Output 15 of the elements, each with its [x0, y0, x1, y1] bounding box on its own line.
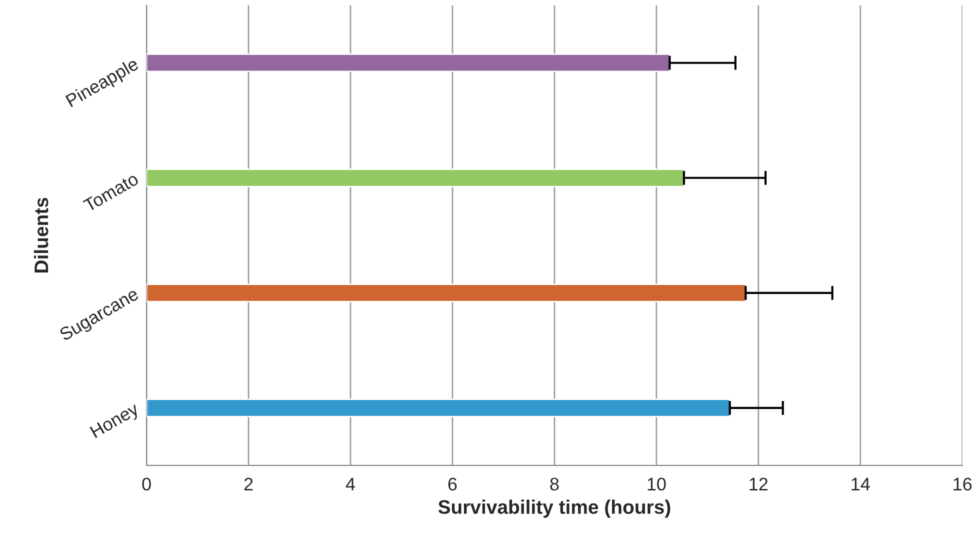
x-tick-label: 16 [954, 478, 972, 491]
x-tick-label: 2 [244, 478, 253, 490]
bar [146, 398, 731, 418]
y-axis-title: Diluents [34, 198, 48, 272]
bar [146, 54, 670, 72]
x-tick-label: 14 [852, 478, 870, 490]
x-tick-label: 6 [448, 478, 457, 491]
x-tick-label: 4 [346, 478, 355, 490]
bar [146, 284, 746, 302]
x-axis-title: Survivability time (hours) [438, 500, 670, 518]
x-tick-label: 8 [550, 478, 559, 491]
x-tick-label: 0 [142, 478, 151, 491]
x-tick-label: 12 [750, 478, 768, 490]
x-tick-label: 10 [648, 478, 666, 491]
bar [146, 168, 685, 188]
